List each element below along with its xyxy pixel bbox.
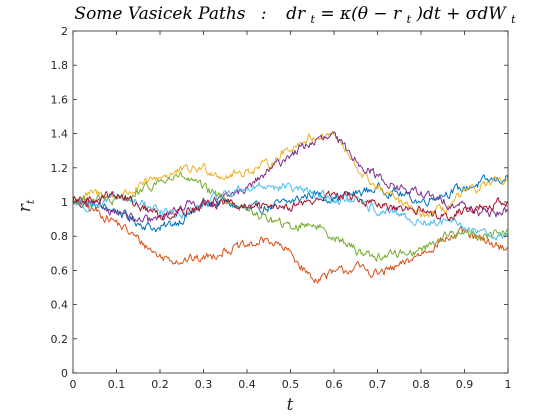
y-tick-label: 0.4 [51, 299, 69, 312]
x-tick-label: 0 [70, 378, 77, 391]
series-path-5 [72, 171, 509, 262]
y-tick-label: 1 [61, 196, 68, 209]
x-tick-label: 0.4 [238, 378, 256, 391]
x-tick-label: 1 [505, 378, 512, 391]
chart-title: Some Vasicek Paths : dr t = κ(θ − r t )d… [74, 4, 516, 28]
y-tick-label: 1.6 [51, 93, 69, 106]
y-tick-label: 0.2 [51, 333, 69, 346]
x-tick-label: 0.8 [412, 378, 430, 391]
title-eq-mid-sub: t [407, 13, 412, 26]
tick-layer: 0 0.1 0.2 0.3 0.4 0.5 0.6 0.7 0.8 0.9 1 0 0.2 0.4 0.6 0… [51, 25, 512, 391]
series-path-4 [72, 131, 509, 223]
title-eq-post: )dt + σdW [415, 4, 507, 24]
title-separator: : [261, 4, 267, 24]
x-tick-label: 0.2 [151, 378, 169, 391]
title-lead: Some Vasicek Paths [74, 4, 245, 24]
y-tick-label: 0 [61, 367, 68, 380]
y-tick-label: 1.2 [51, 162, 69, 175]
y-axis-title: rt [15, 199, 37, 212]
title-eq-pre: dr [286, 4, 306, 24]
series-layer [72, 130, 509, 284]
x-axis-title: t [287, 395, 294, 415]
y-tick-label: 0.8 [51, 230, 69, 243]
title-eq-mid: = κ(θ − r [320, 4, 402, 24]
x-tick-label: 0.6 [325, 378, 343, 391]
y-axis-title-sub: t [24, 199, 37, 204]
series-path-2 [72, 198, 509, 284]
y-tick-label: 1.8 [51, 59, 69, 72]
x-tick-label: 0.9 [456, 378, 474, 391]
x-tick-label: 0.1 [108, 378, 126, 391]
y-tick-label: 0.6 [51, 264, 69, 277]
y-tick-label: 1.4 [51, 128, 69, 141]
x-tick-label: 0.3 [195, 378, 213, 391]
x-tick-label: 0.5 [282, 378, 300, 391]
title-eq-pre-sub: t [310, 13, 315, 26]
series-path-7 [72, 190, 509, 222]
series-path-6 [72, 181, 509, 241]
x-tick-label: 0.7 [369, 378, 387, 391]
series-path-1 [72, 174, 509, 233]
title-eq-post-sub: t [511, 13, 516, 26]
y-axis-title-main: r [15, 203, 35, 212]
y-tick-label: 2 [61, 25, 68, 38]
